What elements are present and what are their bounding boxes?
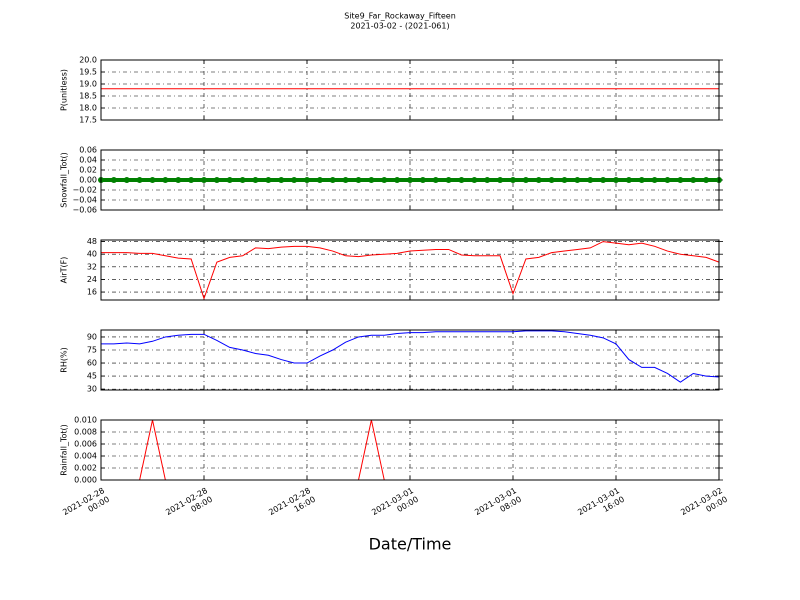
data-point bbox=[394, 177, 401, 183]
y-tick-label: 0.00 bbox=[79, 176, 97, 185]
y-axis-label: AirT(F) bbox=[60, 257, 69, 284]
data-point bbox=[497, 177, 504, 183]
data-point bbox=[252, 177, 259, 183]
chart-title: Site9_Far_Rockaway_Fifteen bbox=[344, 12, 456, 21]
y-tick-label: 18.5 bbox=[79, 92, 97, 101]
data-point bbox=[201, 177, 207, 183]
data-point bbox=[703, 177, 710, 183]
data-point bbox=[368, 177, 375, 183]
data-point bbox=[574, 177, 581, 183]
y-tick-label: 40 bbox=[87, 250, 97, 259]
data-point bbox=[407, 177, 413, 183]
data-point bbox=[561, 177, 568, 183]
data-point bbox=[613, 177, 619, 183]
y-tick-label: 0.000 bbox=[74, 476, 97, 485]
y-tick-label: 24 bbox=[87, 275, 97, 284]
y-tick-label: 32 bbox=[87, 262, 97, 271]
data-point bbox=[651, 177, 658, 183]
data-point bbox=[600, 177, 607, 183]
data-point bbox=[136, 177, 143, 183]
y-tick-label: 0.006 bbox=[74, 440, 97, 449]
y-tick-label: −0.06 bbox=[72, 206, 97, 215]
plot-frame bbox=[100, 59, 720, 121]
data-point bbox=[278, 177, 285, 183]
data-line bbox=[101, 330, 720, 383]
data-point bbox=[149, 177, 156, 183]
y-tick-label: 0.004 bbox=[74, 452, 97, 461]
plot-frame bbox=[100, 329, 720, 391]
chart-subtitle: 2021-03-02 - (2021-061) bbox=[350, 22, 449, 31]
data-point bbox=[239, 177, 246, 183]
data-point bbox=[419, 177, 426, 183]
data-point bbox=[677, 177, 684, 183]
data-point bbox=[355, 177, 362, 183]
y-tick-label: 19.0 bbox=[79, 80, 97, 89]
data-point bbox=[548, 177, 555, 183]
data-point bbox=[226, 177, 233, 183]
data-point bbox=[381, 177, 388, 183]
data-point bbox=[432, 177, 439, 183]
data-point bbox=[175, 177, 182, 183]
y-tick-label: 0.06 bbox=[79, 146, 97, 155]
data-point bbox=[535, 177, 542, 183]
y-axis-label: P(unitless) bbox=[60, 69, 69, 111]
y-tick-label: 0.02 bbox=[79, 166, 97, 175]
y-tick-label: 0.04 bbox=[79, 156, 97, 165]
data-point bbox=[291, 177, 298, 183]
y-axis-label: Rainfall_Tot() bbox=[60, 424, 69, 476]
y-tick-label: 75 bbox=[87, 346, 97, 355]
y-tick-label: 16 bbox=[87, 288, 97, 297]
y-tick-label: 0.002 bbox=[74, 464, 97, 473]
data-point bbox=[110, 177, 117, 183]
data-point bbox=[522, 177, 529, 183]
y-tick-label: 48 bbox=[87, 237, 97, 246]
data-point bbox=[690, 177, 697, 183]
data-point bbox=[329, 177, 336, 183]
data-point bbox=[638, 177, 645, 183]
y-tick-label: 18.0 bbox=[79, 104, 97, 113]
data-line bbox=[101, 241, 720, 300]
y-tick-label: 0.010 bbox=[74, 416, 97, 425]
y-tick-label: 60 bbox=[87, 359, 97, 368]
plot-frame bbox=[100, 149, 720, 211]
data-point bbox=[342, 177, 349, 183]
data-point bbox=[458, 177, 465, 183]
data-point bbox=[123, 177, 130, 183]
data-point bbox=[213, 177, 220, 183]
data-point bbox=[484, 177, 491, 183]
y-tick-label: 90 bbox=[87, 332, 97, 341]
y-tick-label: 30 bbox=[87, 385, 97, 394]
y-tick-label: −0.04 bbox=[72, 196, 97, 205]
data-point bbox=[587, 177, 594, 183]
y-tick-label: 17.5 bbox=[79, 116, 97, 125]
y-axis-label: Snowfall_Tot() bbox=[60, 152, 69, 208]
data-point bbox=[445, 177, 452, 183]
data-point bbox=[664, 177, 671, 183]
data-point bbox=[265, 177, 272, 183]
data-point bbox=[625, 177, 632, 183]
plot-frame bbox=[100, 239, 720, 301]
data-point bbox=[316, 177, 323, 183]
y-tick-label: 45 bbox=[87, 372, 97, 381]
plot-frame bbox=[100, 419, 720, 481]
y-tick-label: 19.5 bbox=[79, 68, 97, 77]
y-tick-label: 20.0 bbox=[79, 56, 97, 65]
y-axis-label: RH(%) bbox=[60, 347, 69, 372]
y-tick-label: −0.02 bbox=[72, 186, 97, 195]
data-point bbox=[188, 177, 195, 183]
data-point bbox=[471, 177, 478, 183]
data-point bbox=[510, 177, 516, 183]
data-point bbox=[162, 177, 169, 183]
x-axis-label: Date/Time bbox=[369, 535, 452, 554]
data-point bbox=[304, 177, 310, 183]
y-tick-label: 0.008 bbox=[74, 428, 97, 437]
